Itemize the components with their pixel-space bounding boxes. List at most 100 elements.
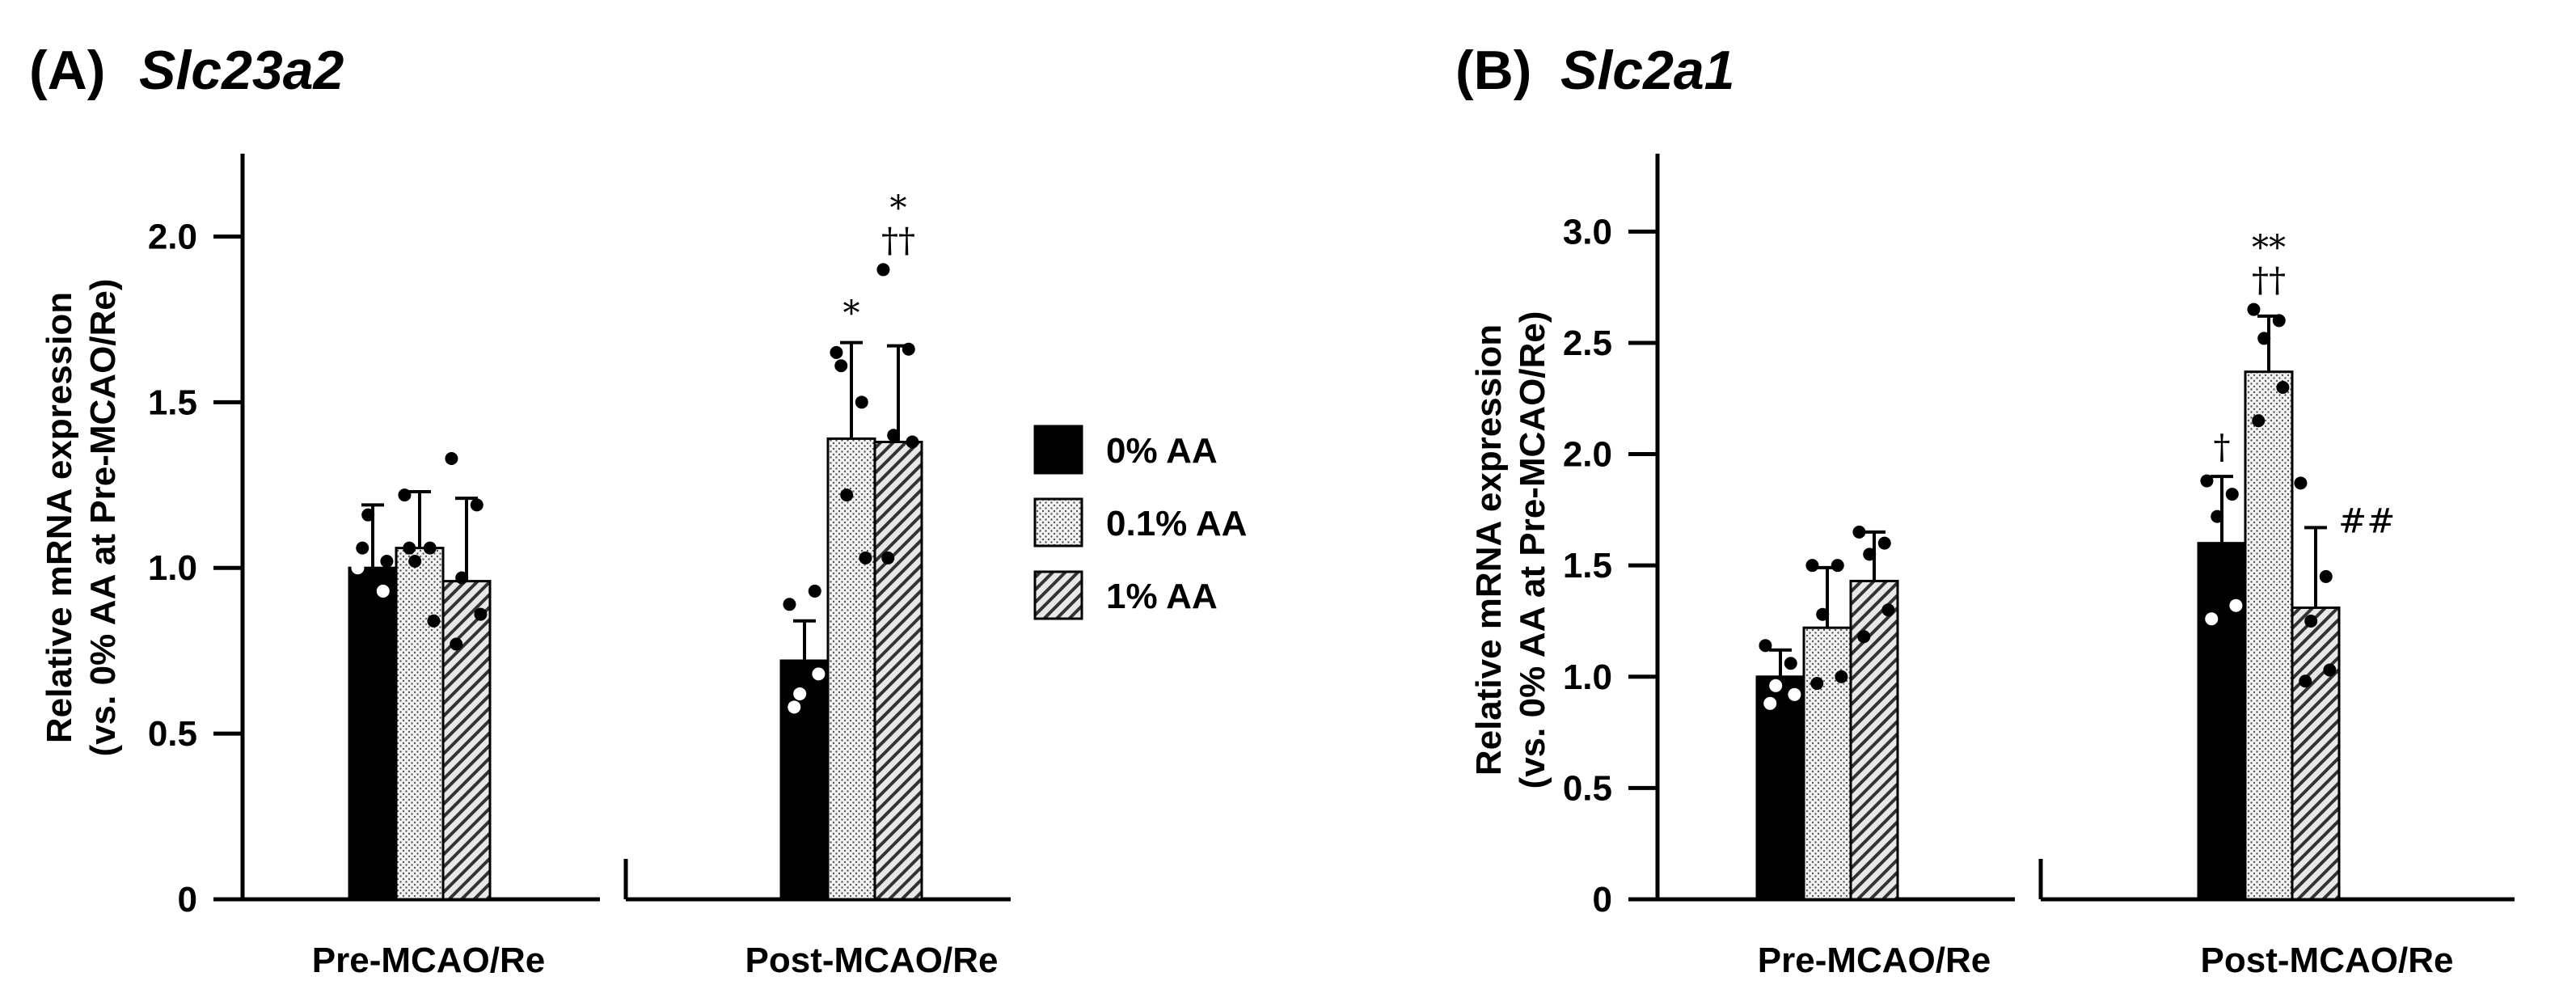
data-point — [1788, 687, 1801, 701]
data-point — [398, 488, 412, 502]
data-point — [906, 435, 919, 449]
data-point — [881, 551, 895, 564]
legend-label: 0.1% AA — [1106, 504, 1247, 543]
data-point — [1784, 657, 1797, 670]
legend-swatch-0.1pct — [1033, 497, 1083, 548]
panel-b-plot: 00.51.01.52.02.53.0†††**## — [1563, 154, 2515, 920]
data-point — [455, 571, 469, 585]
data-point — [840, 488, 854, 502]
panel-a-ylabel-line2: (vs. 0% AA at Pre-MCAO/Re) — [83, 279, 123, 757]
data-point — [834, 359, 848, 373]
y-tick-label: 1.0 — [148, 548, 197, 588]
legend-label: 0% AA — [1106, 431, 1218, 471]
panel-a-category-label: Post-MCAO/Re — [745, 941, 999, 980]
panel-a-ylabel-line1: Relative mRNA expression — [40, 292, 79, 743]
significance-annotation: ** — [2252, 228, 2286, 268]
data-point — [356, 541, 370, 555]
bar — [1755, 675, 1805, 901]
data-point — [876, 263, 890, 277]
bar — [1849, 579, 1899, 901]
panel-a-title: Slc23a2 — [139, 40, 344, 101]
data-point — [1863, 548, 1877, 561]
bar — [873, 441, 923, 901]
data-point — [1763, 696, 1777, 710]
y-tick-label: 0.5 — [1563, 768, 1612, 808]
data-point — [2299, 674, 2312, 688]
data-point — [859, 551, 872, 564]
bar — [826, 437, 876, 901]
panel-a-category-label: Pre-MCAO/Re — [312, 941, 546, 980]
panel-a: (A) Slc23a2 Relative mRNA expression (vs… — [29, 40, 1011, 980]
data-point — [1877, 536, 1891, 550]
legend-swatch-1pct — [1033, 570, 1083, 620]
panel-b-category-label: Pre-MCAO/Re — [1758, 941, 1991, 980]
panel-b-ylabel-line2: (vs. 0% AA at Pre-MCAO/Re) — [1513, 311, 1552, 789]
significance-annotation: †† — [2252, 260, 2286, 300]
data-point — [445, 451, 458, 465]
bar — [2197, 542, 2247, 901]
data-point — [2200, 474, 2214, 488]
data-point — [812, 667, 826, 681]
y-tick-label: 2.0 — [1563, 435, 1612, 475]
data-point — [2323, 663, 2337, 677]
data-point — [450, 637, 463, 651]
bar — [441, 580, 492, 901]
significance-annotation: † — [2214, 427, 2231, 467]
y-tick-label: 1.5 — [148, 383, 197, 422]
bar — [1802, 626, 1852, 901]
data-point — [2276, 380, 2290, 394]
y-tick-label: 0.5 — [148, 714, 197, 754]
y-tick-label: 1.0 — [1563, 657, 1612, 697]
data-point — [2211, 509, 2224, 523]
data-point — [1805, 559, 1819, 573]
data-point — [351, 561, 365, 575]
data-point — [783, 598, 796, 611]
data-point — [470, 498, 484, 512]
data-point — [2229, 598, 2243, 612]
data-point — [2225, 488, 2239, 501]
data-point — [1810, 677, 1824, 691]
data-point — [1881, 603, 1895, 617]
data-point — [887, 429, 901, 442]
y-tick-label: 0 — [178, 880, 197, 920]
panel-b-label: (B) — [1455, 40, 1531, 101]
legend: 0% AA 0.1% AA 1% AA — [1033, 425, 1247, 620]
significance-annotation: * — [890, 188, 907, 227]
data-point — [2247, 302, 2261, 316]
panel-b: (B) Slc2a1 Relative mRNA expression (vs.… — [1455, 40, 2515, 980]
significance-annotation: * — [843, 294, 860, 333]
data-point — [403, 541, 416, 555]
bar — [2244, 370, 2294, 901]
panel-b-ylabel-line1: Relative mRNA expression — [1469, 324, 1509, 776]
data-point — [1852, 525, 1866, 539]
y-tick-label: 0 — [1593, 880, 1612, 920]
data-point — [1857, 630, 1871, 644]
legend-label: 1% AA — [1106, 577, 1218, 616]
bar — [2291, 606, 2341, 901]
data-point — [1769, 679, 1783, 692]
data-point — [2205, 612, 2219, 626]
data-point — [855, 395, 868, 409]
data-point — [2252, 414, 2266, 428]
y-tick-label: 2.5 — [1563, 323, 1612, 363]
data-point — [793, 687, 807, 700]
bar — [779, 659, 830, 901]
data-point — [361, 508, 375, 522]
y-tick-label: 1.5 — [1563, 546, 1612, 586]
panel-a-ylabel: Relative mRNA expression (vs. 0% AA at P… — [40, 279, 123, 757]
bar — [395, 547, 445, 901]
data-point — [788, 700, 801, 714]
legend-swatch-0pct — [1033, 425, 1083, 475]
significance-annotation: ## — [2338, 501, 2395, 540]
panel-a-label: (A) — [29, 40, 105, 101]
data-point — [408, 555, 422, 569]
data-point — [1835, 670, 1848, 683]
significance-annotation: †† — [881, 220, 915, 260]
data-point — [808, 584, 821, 598]
y-tick-label: 3.0 — [1563, 212, 1612, 252]
data-point — [1831, 559, 1844, 573]
panel-a-plot: 00.51.01.52.0*††* — [148, 154, 1011, 920]
data-point — [1816, 607, 1830, 621]
data-point — [2257, 332, 2271, 345]
